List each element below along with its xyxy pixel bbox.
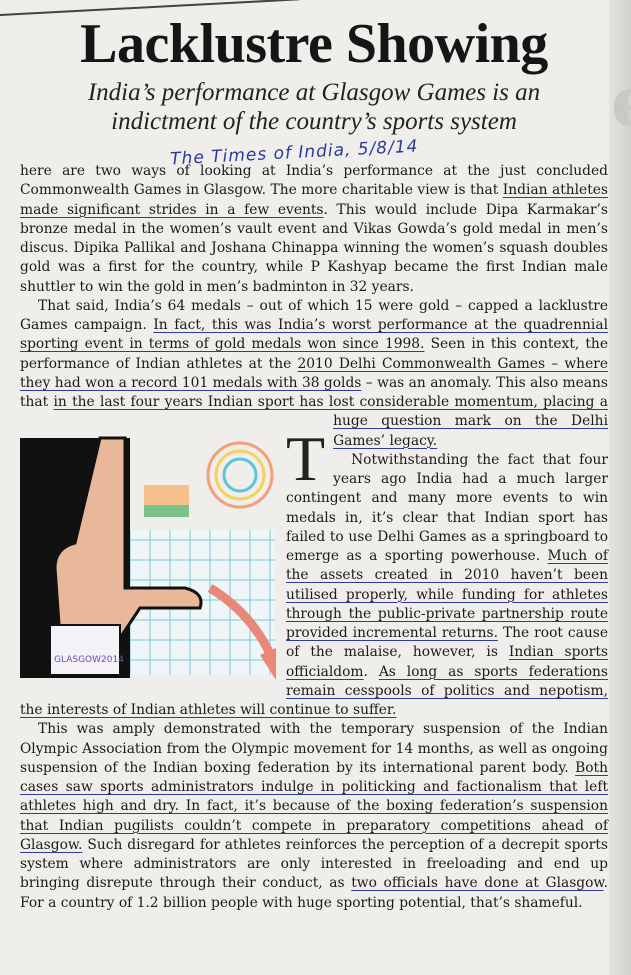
text-run: . For a country of 1.2 billion people wi…	[20, 875, 608, 911]
paragraph-text: Notwithstanding the fact that four years…	[20, 452, 608, 718]
hand-loser-sign-illustration: GLASGOW2014	[20, 436, 280, 680]
text-run: Notwithstanding the fact that four years…	[286, 451, 608, 564]
games-logo-icon	[206, 441, 274, 509]
pen-underlined-text: Much of the assets created in 2010 haven…	[286, 548, 608, 641]
headline: Lacklustre Showing	[80, 13, 548, 75]
text-run: Seen in this context, the performance of…	[20, 336, 608, 372]
paragraph-text: This was amply demonstrated with the tem…	[20, 721, 608, 910]
paragraph-3: Notwithstanding the fact that four years…	[20, 451, 608, 721]
pen-underlined-text: Indian athletes made significant strides…	[20, 182, 609, 218]
text-run: – was an anomaly. This also means that	[20, 374, 608, 410]
paragraph-text: here are two ways of looking at India’s …	[20, 163, 608, 295]
paragraph-2: That said, India’s 64 medals – out of wh…	[20, 297, 608, 451]
paragraph-4: This was amply demonstrated with the tem…	[20, 720, 608, 913]
pen-underlined-text: two officials have done at Glasgow	[351, 875, 604, 892]
text-run: The root cause of the malaise, however, …	[286, 625, 608, 661]
paragraph-text: That said, India’s 64 medals – out of wh…	[20, 298, 608, 449]
pen-underlined-text: Both cases saw sports administrators ind…	[20, 759, 608, 853]
pen-underlined-text: in the last four years Indian sport has …	[53, 394, 608, 449]
text-run: That said, India’s 64 medals – out of wh…	[20, 297, 608, 333]
text-run: . This would include Dipa Karmakar’s bro…	[20, 201, 609, 295]
illustration: GLASGOW2014	[20, 430, 280, 682]
drop-cap: T	[286, 423, 326, 494]
wristband-logo: GLASGOW2014	[54, 655, 124, 665]
text-run: This was amply demonstrated with the tem…	[20, 721, 608, 776]
text-run: .	[363, 663, 379, 680]
text-run: here are two ways of looking at India’s …	[20, 163, 608, 199]
subheadline: India’s performance at Glasgow Games is …	[87, 79, 541, 135]
pen-underlined-text: Indian sports officialdom	[286, 644, 608, 680]
article: Lacklustre Showing India’s performance a…	[20, 13, 608, 913]
pen-underlined-text: 2010 Delhi Commonwealth Games – where th…	[20, 355, 608, 391]
pen-underlined-text: As long as sports federations remain ces…	[20, 663, 608, 719]
pen-underlined-text: In fact, this was India’s worst performa…	[20, 317, 608, 353]
text-run: Such disregard for athletes reinforces t…	[20, 836, 608, 892]
adjacent-article-edge: e	[609, 0, 631, 975]
